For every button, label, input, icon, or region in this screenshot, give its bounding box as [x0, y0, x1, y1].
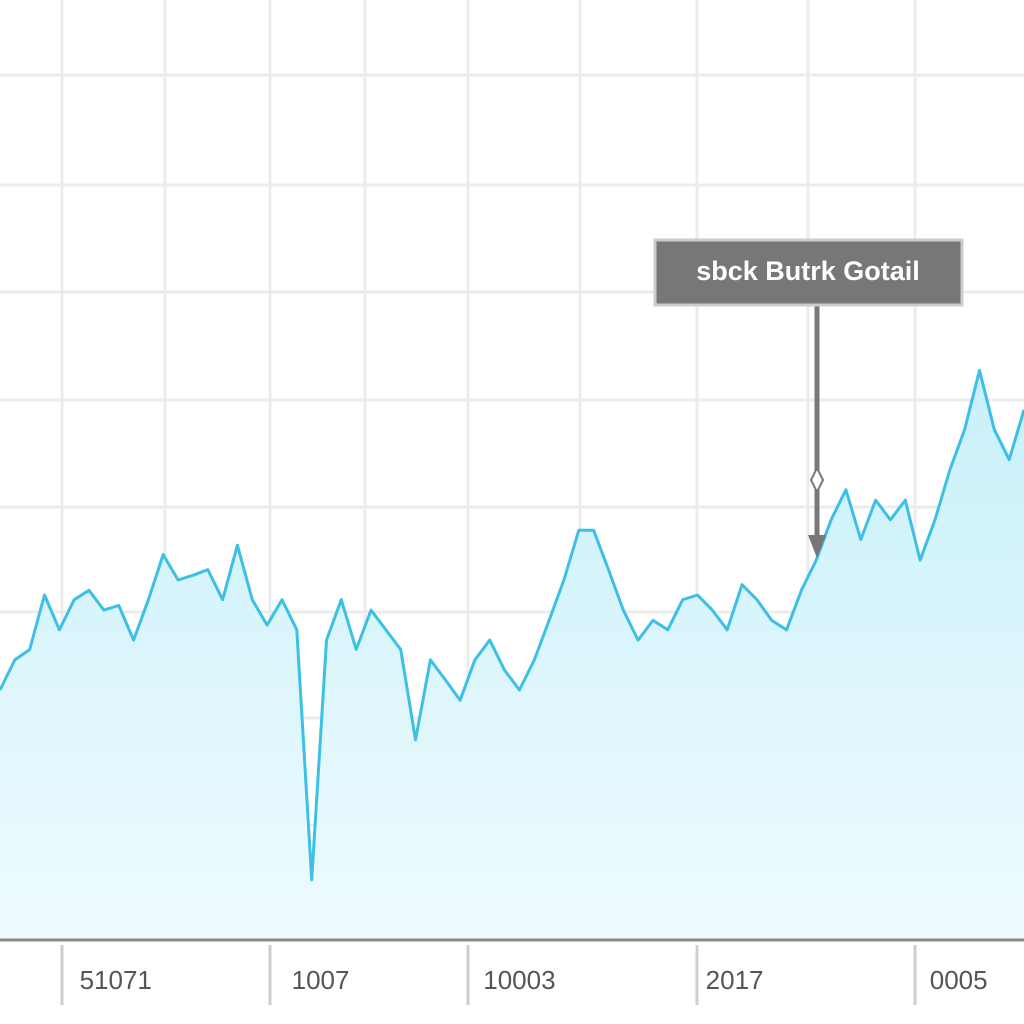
x-tick-label: 2017 [706, 965, 764, 995]
x-tick-label: 51071 [80, 965, 152, 995]
annotation: sbck Butrk Gotail [653, 238, 964, 558]
area-fill [0, 370, 1024, 940]
plot [0, 368, 1024, 940]
x-tick-label: 10003 [483, 965, 555, 995]
tick-separators [60, 945, 917, 1005]
x-tick-label: 0005 [930, 965, 988, 995]
annotation-text: sbck Butrk Gotail [696, 256, 920, 286]
x-ticks: 51071 1007 10003 2017 0005 [80, 965, 988, 995]
x-tick-label: 1007 [292, 965, 350, 995]
line [0, 368, 1024, 882]
